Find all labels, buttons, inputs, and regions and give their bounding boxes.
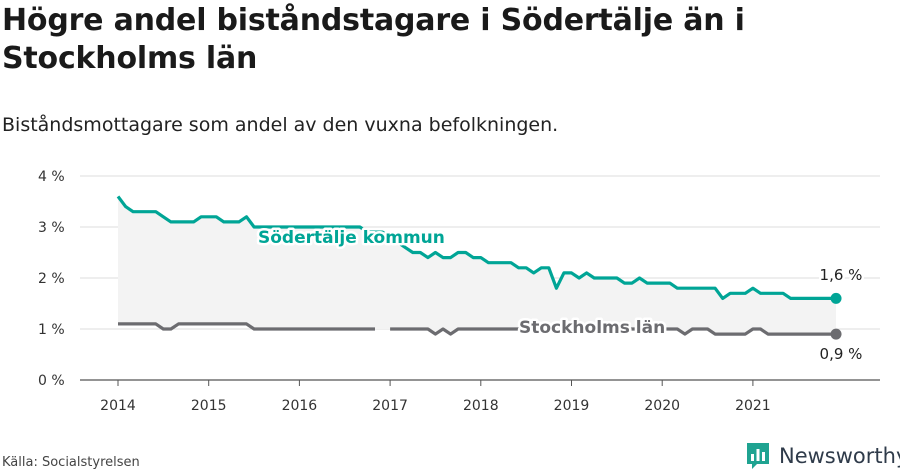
series-label-sodertalje: Södertälje kommun (258, 228, 445, 248)
newsworthy-logo-icon (747, 443, 769, 469)
end-label-sodertalje: 1,6 % (820, 266, 863, 284)
endpoint-sodertalje (830, 292, 842, 304)
x-tick-label: 2016 (282, 398, 318, 414)
y-tick-label: 0 % (38, 373, 65, 389)
x-axis: 2014 2015 2016 2017 2018 2019 2020 2021 (100, 380, 771, 414)
x-tick-label: 2018 (463, 398, 499, 414)
brand-logo[interactable]: Newsworthy (745, 441, 900, 471)
shaded-area (118, 196, 836, 335)
end-label-stockholm: 0,9 % (820, 345, 863, 363)
brand-name: Newsworthy (779, 444, 900, 468)
series-label-stockholm: Stockholms län (519, 318, 665, 338)
x-tick-label: 2015 (191, 398, 227, 414)
x-tick-label: 2021 (735, 398, 771, 414)
endpoint-stockholm (830, 328, 842, 340)
x-tick-label: 2017 (372, 398, 408, 414)
series-lines (116, 195, 842, 340)
source-note: Källa: Socialstyrelsen (2, 455, 140, 470)
x-tick-label: 2020 (644, 398, 680, 414)
series-line-stockholm (118, 322, 836, 336)
chart-title: Högre andel biståndstagare i Södertälje … (2, 3, 745, 76)
chart-subtitle: Biståndsmottagare som andel av den vuxna… (2, 114, 559, 136)
chart-labels: Södertälje kommun Stockholms län 1,6 % 0,9 … (256, 226, 865, 366)
y-tick-label: 1 % (38, 322, 65, 338)
x-tick-label: 2014 (100, 398, 136, 414)
x-tick-label: 2019 (554, 398, 590, 414)
y-tick-label: 2 % (38, 271, 65, 287)
y-tick-label: 4 % (38, 169, 65, 185)
series-line-sodertalje (116, 195, 836, 300)
y-tick-label: 3 % (38, 220, 65, 236)
difference-band (118, 196, 836, 335)
